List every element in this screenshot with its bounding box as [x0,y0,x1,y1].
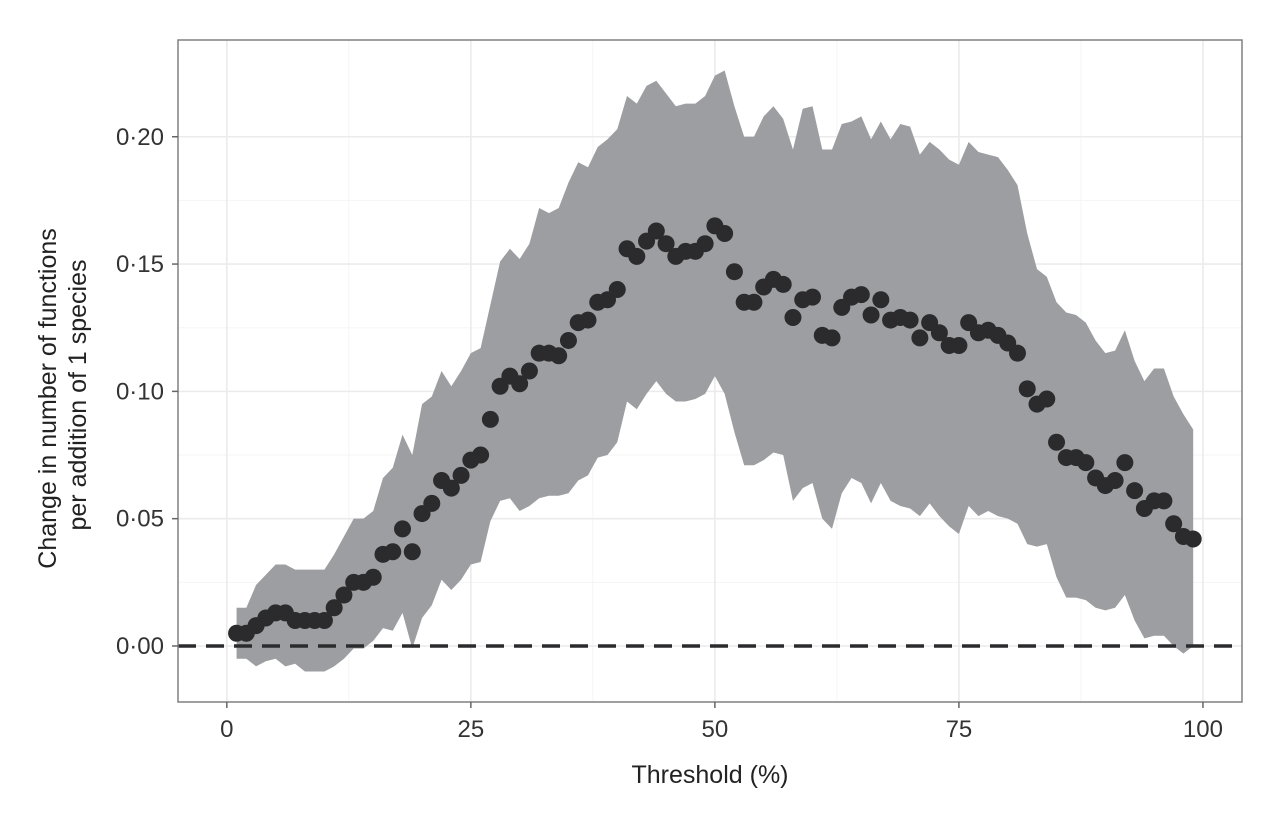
data-point-97 [1165,515,1183,533]
data-point-75 [950,337,968,355]
data-point-21 [423,494,441,512]
data-point-37 [579,311,597,329]
data-point-51 [716,225,734,243]
y-axis-ticks: 0·00 0·05 0·10 0·15 0·20 [116,124,178,660]
x-axis-ticks: 0 25 50 75 100 [220,702,1223,743]
y-tick-label-1: 0·05 [116,506,164,533]
y-tick-label-0: 0·00 [116,633,164,660]
data-point-12 [335,586,353,604]
data-point-42 [628,247,646,265]
data-point-30 [511,375,529,393]
y-axis-title: Change in number of functions per additi… [34,221,92,568]
data-point-52 [725,263,743,281]
plot-panel-border [177,39,1243,703]
data-point-10 [315,612,333,630]
data-point-49 [696,235,714,253]
data-point-23 [442,479,460,497]
data-point-15 [364,568,382,586]
y-tick-label-3: 0·15 [116,251,164,278]
data-point-70 [901,311,919,329]
data-point-65 [852,286,870,304]
data-point-60 [804,288,821,306]
confidence-band [236,70,1194,672]
y-tick-label-4: 0·20 [116,124,164,151]
data-point-34 [550,347,568,365]
data-point-81 [1008,344,1026,362]
data-point-67 [872,291,890,309]
y-axis-title-line-2: per addition of 1 species [64,259,92,530]
data-point-88 [1077,454,1095,472]
data-point-91 [1106,471,1124,489]
y-tick-label-2: 0·10 [116,378,164,405]
x-tick-label-1: 25 [457,716,484,743]
data-point-73 [930,324,948,342]
data-point-82 [1018,380,1036,398]
data-point-54 [745,293,763,311]
data-point-93 [1126,482,1144,500]
data-point-26 [472,446,490,464]
data-point-31 [520,362,538,380]
data-point-57 [774,275,792,293]
data-point-92 [1116,454,1134,472]
x-tick-label-0: 0 [220,716,233,743]
x-tick-label-2: 50 [702,716,729,743]
x-axis-title: Threshold (%) [632,761,789,789]
data-point-99 [1184,530,1202,548]
y-axis-title-line-1: Change in number of functions [34,228,62,569]
data-point-84 [1038,390,1056,408]
data-point-24 [452,466,470,484]
data-point-27 [481,410,499,428]
x-tick-label-4: 100 [1183,716,1223,743]
data-point-44 [647,222,665,240]
data-point-19 [403,543,421,561]
data-point-35 [559,331,577,349]
data-point-11 [325,599,343,617]
data-point-18 [394,520,412,538]
data-point-85 [1048,433,1066,451]
data-point-66 [862,306,880,324]
data-point-17 [384,543,402,561]
data-point-71 [911,329,929,347]
x-tick-label-3: 75 [946,716,973,743]
data-point-96 [1155,492,1173,510]
data-point-45 [657,235,675,253]
data-point-40 [608,281,626,299]
data-point-58 [784,309,802,327]
data-point-62 [823,329,841,347]
data-points [228,217,1202,642]
